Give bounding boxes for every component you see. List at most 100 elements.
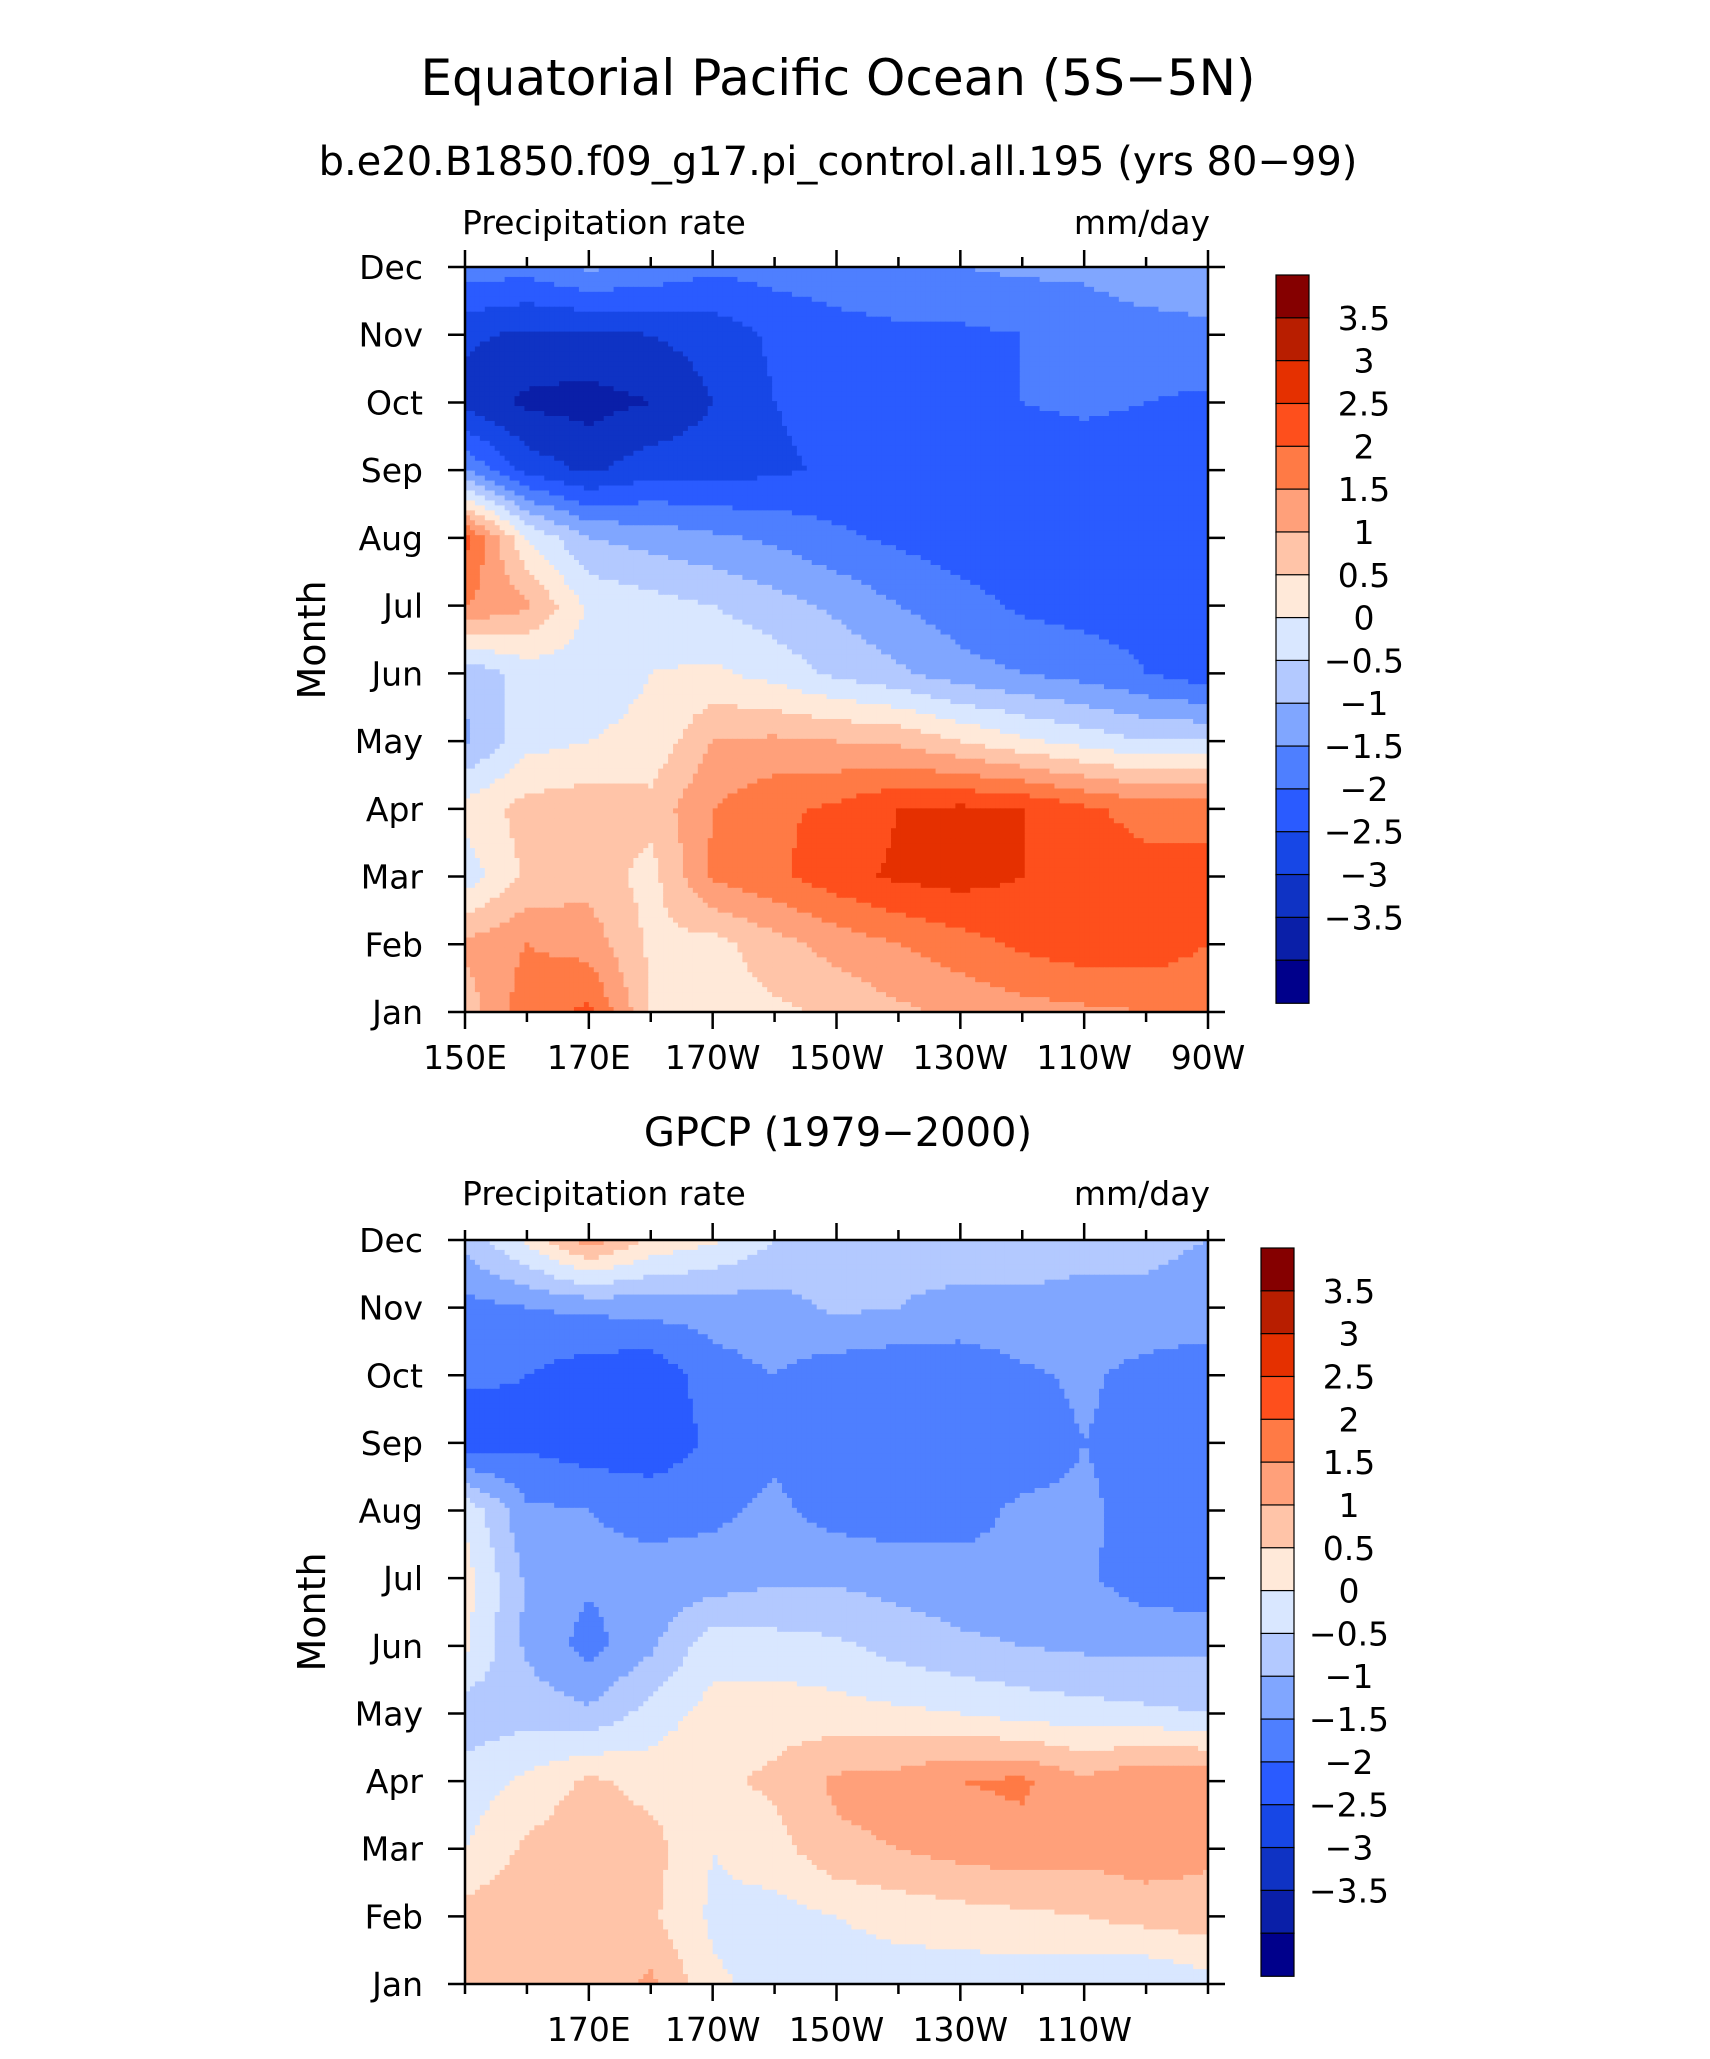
contour-cell [915, 346, 922, 353]
contour-cell [1143, 276, 1150, 283]
contour-cell [569, 331, 575, 338]
contour-cell [539, 271, 545, 278]
contour-cell [613, 386, 620, 392]
contour-cell [1064, 406, 1070, 412]
contour-cell [791, 376, 798, 382]
contour-cell [588, 401, 595, 407]
contour-cell [663, 356, 669, 362]
contour-cell [1188, 331, 1194, 338]
contour-cell [1094, 420, 1100, 427]
contour-cell [479, 351, 486, 357]
contour-cell [509, 416, 516, 422]
contour-cell [1203, 291, 1208, 298]
contour-cell [1183, 371, 1189, 377]
contour-cell [935, 336, 942, 343]
contour-cell [1079, 331, 1085, 338]
contour-cell [1178, 301, 1184, 308]
contour-cell [1024, 296, 1031, 303]
contour-cell [816, 341, 823, 348]
contour-cell [514, 371, 521, 377]
contour-cell [628, 356, 635, 362]
contour-cell [1153, 396, 1160, 402]
contour-cell [603, 381, 610, 387]
contour-cell [762, 425, 768, 432]
contour-cell [549, 416, 555, 422]
contour-cell [727, 356, 734, 362]
contour-cell [871, 276, 877, 283]
contour-cell [1084, 416, 1090, 422]
contour-cell [905, 281, 912, 288]
contour-cell [1024, 341, 1031, 348]
contour-cell [588, 306, 595, 313]
contour-cell [826, 321, 833, 328]
contour-cell [811, 267, 818, 273]
contour-cell [900, 371, 907, 377]
contour-cell [1133, 326, 1140, 333]
contour-cell [603, 301, 610, 308]
contour-cell [950, 331, 956, 338]
contour-cell [598, 425, 605, 432]
contour-cell [633, 356, 639, 362]
contour-cell [613, 301, 620, 308]
contour-cell [519, 401, 526, 407]
contour-cell [811, 316, 818, 323]
contour-cell [1143, 316, 1150, 323]
contour-cell [1163, 416, 1169, 422]
contour-cell [861, 425, 867, 432]
contour-cell [762, 396, 768, 402]
contour-cell [975, 326, 981, 333]
contour-cell [861, 341, 867, 348]
contour-cell [474, 371, 481, 377]
contour-cell [1014, 311, 1021, 318]
contour-cell [890, 316, 897, 323]
contour-cell [816, 371, 823, 377]
contour-cell [539, 306, 545, 313]
contour-cell [534, 420, 540, 427]
contour-cell [653, 346, 659, 353]
contour-cell [583, 401, 590, 407]
contour-cell [573, 306, 580, 313]
contour-cell [786, 425, 793, 432]
contour-cell [712, 291, 719, 298]
contour-cell [777, 341, 783, 348]
contour-cell [1064, 366, 1070, 372]
contour-cell [1183, 396, 1189, 402]
contour-cell [895, 321, 902, 328]
contour-cell [583, 361, 590, 367]
contour-cell [955, 406, 961, 412]
contour-cell [633, 346, 639, 353]
contour-cell [534, 336, 540, 343]
contour-cell [871, 341, 877, 348]
contour-cell [975, 411, 981, 417]
contour-cell [1183, 306, 1189, 313]
contour-cell [697, 416, 704, 422]
contour-cell [796, 376, 803, 382]
contour-cell [796, 316, 803, 323]
contour-cell [628, 281, 635, 288]
contour-cell [618, 406, 625, 412]
contour-cell [846, 356, 852, 362]
contour-cell [975, 281, 981, 288]
contour-cell [965, 351, 971, 357]
contour-cell [1178, 316, 1184, 323]
contour-cell [658, 296, 664, 303]
contour-cell [806, 271, 813, 278]
contour-cell [1019, 276, 1026, 283]
contour-cell [1009, 341, 1016, 348]
contour-cell [777, 366, 783, 372]
contour-cell [529, 356, 535, 362]
contour-cell [801, 411, 808, 417]
contour-cell [648, 286, 654, 293]
contour-cell [786, 391, 793, 397]
contour-cell [598, 301, 605, 308]
contour-cell [648, 401, 654, 407]
contour-cell [628, 371, 635, 377]
contour-cell [504, 306, 511, 313]
contour-cell [1188, 376, 1194, 382]
contour-cell [514, 311, 521, 318]
contour-cell [1103, 371, 1110, 377]
contour-cell [995, 391, 1001, 397]
contour-cell [524, 386, 530, 392]
contour-cell [1039, 391, 1046, 397]
contour-cell [1108, 341, 1115, 348]
